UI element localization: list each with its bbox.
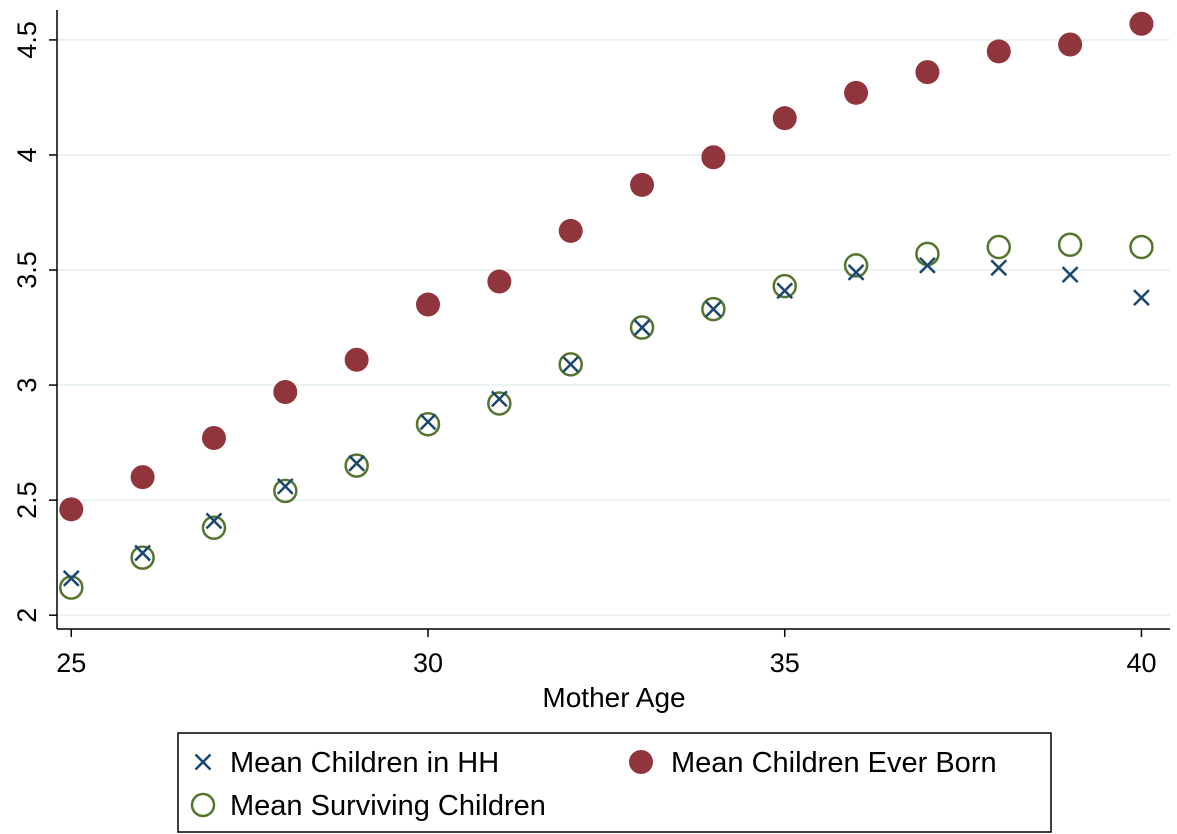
data-point	[205, 512, 223, 530]
data-point	[986, 234, 1012, 260]
x-marker-stroke	[205, 512, 223, 530]
x-marker-stroke	[419, 413, 437, 431]
x-axis-title: Mother Age	[542, 682, 685, 713]
data-point	[344, 347, 369, 372]
x-marker-stroke	[919, 257, 936, 274]
data-point	[633, 319, 651, 336]
data-point	[273, 478, 298, 504]
data-point	[273, 379, 298, 404]
data-point	[62, 569, 80, 587]
x-marker-stroke	[705, 300, 722, 318]
legend: Mean Children in HH Mean Children Ever Bo…	[177, 732, 1052, 833]
data-point	[487, 269, 512, 294]
data-point	[915, 60, 940, 85]
data-point	[844, 80, 869, 105]
x-marker-stroke	[348, 454, 366, 472]
legend-label: Mean Children in HH	[230, 747, 499, 779]
data-point	[701, 145, 726, 170]
x-tick-label: 25	[56, 648, 86, 678]
data-point	[847, 263, 865, 281]
data-point	[344, 453, 369, 478]
legend-item: Mean Children Ever Born	[629, 747, 997, 779]
data-point	[705, 300, 722, 318]
x-marker-stroke	[633, 319, 651, 336]
x-marker-stroke	[1061, 266, 1079, 284]
x-marker-stroke	[776, 282, 794, 300]
data-point	[134, 544, 151, 562]
x-marker-stroke	[194, 753, 212, 771]
data-point	[276, 477, 294, 495]
y-tick-label: 2.5	[12, 481, 42, 519]
y-tick-label: 4.5	[12, 21, 42, 59]
data-point	[419, 413, 437, 431]
data-point	[629, 315, 655, 340]
data-point	[348, 454, 366, 472]
data-point	[990, 259, 1008, 277]
legend-marker	[190, 792, 216, 818]
data-point	[490, 390, 508, 408]
data-point	[1058, 32, 1083, 57]
data-point	[59, 497, 84, 522]
x-marker-stroke	[490, 390, 508, 408]
series-mean-surviving-children	[59, 232, 1154, 600]
axes	[49, 10, 1170, 637]
data-point	[776, 282, 794, 300]
y-tick-label: 2	[12, 608, 42, 623]
data-point	[1133, 289, 1150, 307]
y-tick-label: 3.5	[12, 251, 42, 289]
data-point	[487, 391, 512, 416]
data-point	[415, 411, 441, 437]
x-tick-label: 35	[770, 648, 800, 678]
data-point	[772, 106, 797, 131]
data-point	[201, 426, 226, 451]
data-point	[130, 545, 155, 570]
series-mean-children-in-hh	[62, 257, 1150, 587]
x-marker-stroke	[62, 569, 80, 587]
x-marker-stroke	[1133, 289, 1150, 307]
data-point	[130, 465, 155, 490]
tick-labels: 2 2.5 3 3.5 4 4.5 25 30 35 40	[12, 21, 1156, 678]
x-marker-stroke	[134, 544, 151, 562]
data-point	[416, 292, 440, 317]
x-marker-stroke	[990, 259, 1008, 277]
legend-item: Mean Children in HH	[194, 747, 499, 779]
legend-marker	[629, 750, 653, 774]
x-marker-stroke	[276, 477, 294, 495]
plot-points	[59, 11, 1154, 600]
x-tick-label: 30	[413, 648, 443, 678]
series-mean-children-ever-born	[59, 11, 1154, 522]
data-point	[201, 515, 227, 541]
data-point	[558, 352, 583, 377]
data-point	[915, 241, 940, 267]
data-point	[558, 218, 583, 243]
data-point	[1129, 11, 1154, 36]
data-point	[772, 273, 797, 299]
x-marker-stroke	[847, 263, 865, 281]
data-point	[630, 172, 655, 197]
x-tick-label: 40	[1126, 648, 1156, 678]
gridlines	[57, 38, 1170, 617]
y-tick-label: 4	[12, 147, 42, 162]
legend-item: Mean Surviving Children	[190, 790, 546, 822]
data-point	[59, 575, 84, 600]
data-point	[1057, 232, 1083, 257]
data-point	[701, 296, 726, 322]
data-point	[1129, 234, 1154, 260]
legend-box	[177, 732, 1052, 833]
legend-marker	[194, 753, 212, 771]
data-point	[919, 257, 936, 274]
x-marker-stroke	[562, 355, 580, 373]
legend-label: Mean Surviving Children	[230, 790, 546, 822]
data-point	[843, 253, 869, 278]
data-point	[1061, 266, 1079, 284]
data-point	[562, 355, 580, 373]
legend-label: Mean Children Ever Born	[671, 747, 997, 779]
y-tick-label: 3	[12, 378, 42, 393]
data-point	[986, 39, 1011, 64]
